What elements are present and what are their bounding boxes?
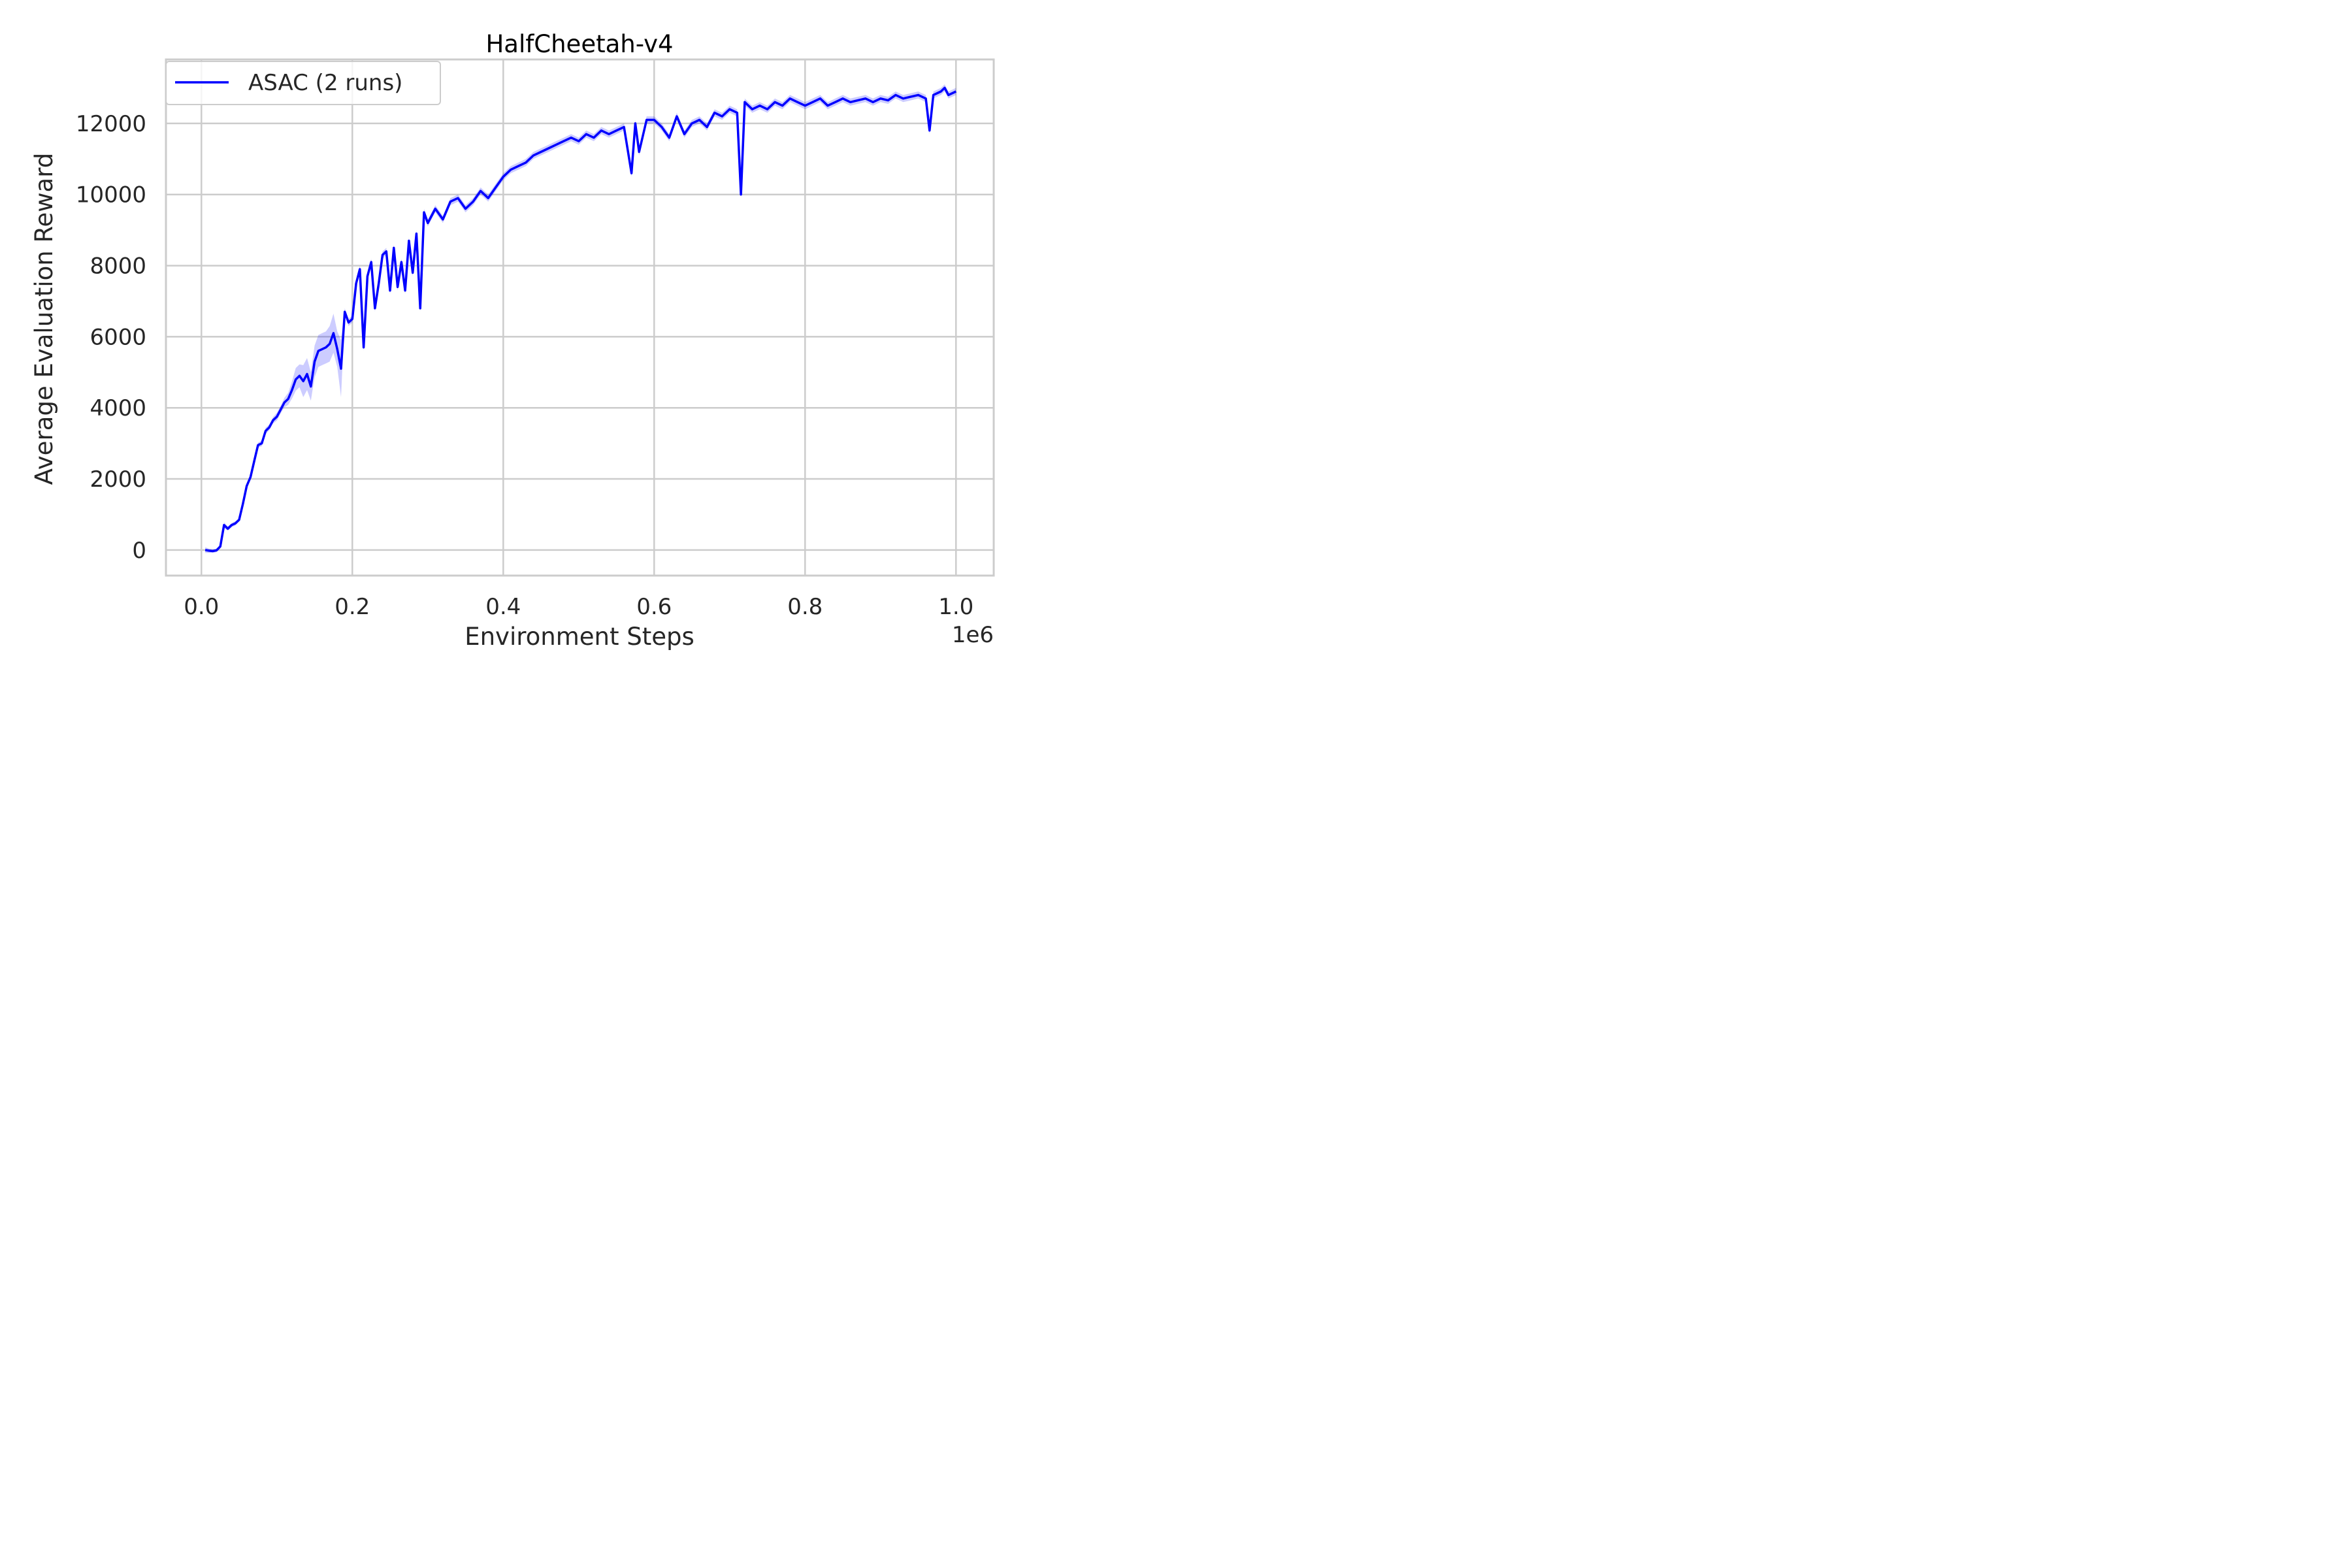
y-tick-label: 4000 bbox=[90, 395, 146, 421]
y-axis-label: Average Evaluation Reward bbox=[30, 153, 58, 485]
chart-title: HalfCheetah-v4 bbox=[485, 30, 673, 58]
y-tick-label: 0 bbox=[132, 538, 146, 564]
chart-background bbox=[0, 0, 1019, 679]
x-tick-label: 0.0 bbox=[184, 594, 219, 620]
y-tick-labels: 0 2000 4000 6000 8000 10000 12000 bbox=[76, 111, 146, 564]
y-tick-label: 10000 bbox=[76, 182, 146, 208]
x-tick-label: 1.0 bbox=[938, 594, 973, 620]
x-axis-label: Environment Steps bbox=[465, 623, 694, 651]
legend-box bbox=[165, 61, 441, 105]
x-tick-label: 0.8 bbox=[787, 594, 823, 620]
x-tick-labels: 0.0 0.2 0.4 0.6 0.8 1.0 bbox=[184, 594, 973, 620]
x-tick-label: 0.2 bbox=[335, 594, 370, 620]
y-tick-label: 12000 bbox=[76, 111, 146, 137]
x-axis-offset-label: 1e6 bbox=[952, 622, 994, 648]
chart-svg: 0.0 0.2 0.4 0.6 0.8 1.0 0 2000 4000 6000 8000 1000… bbox=[0, 0, 1019, 679]
x-tick-label: 0.4 bbox=[485, 594, 521, 620]
x-tick-label: 0.6 bbox=[636, 594, 672, 620]
legend: ASAC (2 runs) bbox=[165, 61, 441, 105]
series-line-asac bbox=[204, 86, 957, 553]
y-tick-label: 2000 bbox=[90, 466, 146, 493]
legend-label: ASAC (2 runs) bbox=[248, 70, 402, 96]
axes-frame bbox=[165, 58, 995, 577]
y-tick-label: 6000 bbox=[90, 324, 146, 350]
y-tick-label: 8000 bbox=[90, 253, 146, 280]
